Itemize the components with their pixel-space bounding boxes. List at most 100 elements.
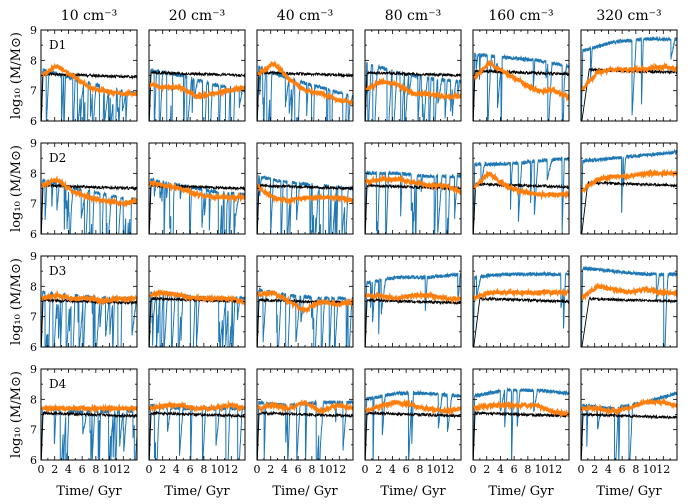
series-line-orange (581, 168, 677, 194)
panel: 0 2 4 6 8 10 12 (470, 368, 570, 476)
panel (580, 255, 678, 348)
x-tick-label: 0 (362, 463, 369, 476)
x-axis-labels: Time/ Gyr Time/ Gyr Time/ Gyr Time/ Gyr Time… (56, 484, 662, 499)
series-line-black (257, 70, 353, 121)
column-titles: 10 cm⁻³ 20 cm⁻³ 40 cm⁻³ 80 cm⁻³ 160 cm⁻³ 320 … (61, 8, 662, 24)
y-tick-label: 6 (30, 115, 37, 128)
series-line-black (581, 179, 677, 234)
y-tick-label: 6 (30, 454, 37, 467)
series-line-orange (41, 62, 137, 99)
y-tick-label: 7 (30, 85, 37, 98)
x-tick-label: 12 (548, 463, 562, 476)
series-line-orange (149, 179, 245, 204)
series-line-orange (365, 174, 461, 196)
series-line-orange (41, 289, 137, 306)
series-line-orange (41, 403, 137, 415)
series-line-blue (257, 287, 353, 347)
series-line-black (257, 297, 353, 347)
series-line-black (365, 70, 461, 121)
x-tick-label: 12 (656, 463, 670, 476)
series-line-orange (581, 397, 677, 417)
series-line-blue (581, 148, 677, 234)
series-line-orange (473, 170, 569, 201)
series-line-orange (149, 399, 245, 414)
y-tick-label: 6 (30, 228, 37, 241)
series-line-orange (581, 282, 677, 302)
x-tick-label: 0 (254, 463, 261, 476)
panel (148, 29, 246, 122)
y-axis-label: log₁₀ (M/M⊙) (9, 258, 24, 345)
y-tick-label: 8 (30, 54, 37, 67)
x-tick-label: 6 (187, 463, 194, 476)
x-tick-label: 6 (511, 463, 518, 476)
series-line-blue (41, 290, 137, 347)
series-line-orange (149, 289, 245, 306)
x-tick-label: 12 (332, 463, 346, 476)
x-tick-label: 8 (92, 463, 99, 476)
y-tick-label: 8 (30, 280, 37, 293)
row-label: D3 (49, 264, 66, 278)
column-title: 20 cm⁻³ (169, 8, 225, 24)
panel (364, 29, 462, 122)
x-tick-label: 0 (38, 463, 45, 476)
series-line-black (257, 183, 353, 234)
x-tick-label: 2 (591, 463, 598, 476)
series-line-black (365, 297, 461, 347)
series-line-black (41, 71, 137, 121)
panel-frame (472, 142, 570, 235)
series-line-orange (257, 182, 353, 207)
x-tick-label: 0 (146, 463, 153, 476)
x-axis-label: Time/ Gyr (164, 484, 230, 499)
x-tick-label: 4 (281, 463, 288, 476)
series-line-black (473, 295, 569, 347)
panel (256, 255, 354, 348)
series-line-orange (365, 77, 461, 101)
series-line-blue (581, 265, 677, 347)
x-tick-label: 10 (103, 463, 117, 476)
series-line-orange (257, 59, 353, 107)
x-tick-label: 6 (295, 463, 302, 476)
x-tick-label: 2 (483, 463, 490, 476)
row-label: D2 (49, 151, 66, 165)
series-line-black (473, 68, 569, 121)
panel: 6 7 8 9 D3 (30, 250, 138, 354)
series-line-black (149, 69, 245, 121)
column-title: 160 cm⁻³ (488, 8, 553, 24)
series-line-black (257, 410, 353, 460)
x-tick-label: 0 (470, 463, 477, 476)
y-tick-label: 7 (30, 424, 37, 437)
x-tick-label: 12 (440, 463, 454, 476)
x-tick-label: 12 (116, 463, 130, 476)
x-axis-label: Time/ Gyr (56, 484, 122, 499)
y-tick-label: 9 (30, 24, 37, 37)
y-tick-label: 8 (30, 393, 37, 406)
x-tick-label: 6 (619, 463, 626, 476)
series-line-black (473, 410, 569, 460)
panel (148, 142, 246, 235)
x-axis-label: Time/ Gyr (380, 484, 446, 499)
series-line-orange (257, 399, 353, 415)
column-title: 80 cm⁻³ (385, 8, 441, 24)
series-line-blue (365, 271, 461, 347)
y-tick-label: 9 (30, 250, 37, 263)
panel (364, 255, 462, 348)
x-tick-label: 2 (267, 463, 274, 476)
series-line-blue (473, 270, 569, 347)
panel (364, 142, 462, 235)
x-tick-label: 6 (79, 463, 86, 476)
x-tick-label: 2 (51, 463, 58, 476)
x-tick-label: 10 (211, 463, 225, 476)
series-line-orange (41, 175, 137, 209)
x-axis-label: Time/ Gyr (272, 484, 338, 499)
column-title: 40 cm⁻³ (277, 8, 333, 24)
y-tick-label: 8 (30, 167, 37, 180)
panel (580, 29, 678, 122)
series-line-blue (365, 62, 461, 121)
x-tick-label: 4 (497, 463, 504, 476)
x-tick-label: 10 (319, 463, 333, 476)
panel: 6 7 8 9 D2 (30, 137, 138, 241)
series-line-blue (365, 389, 461, 460)
series-line-orange (473, 400, 569, 419)
